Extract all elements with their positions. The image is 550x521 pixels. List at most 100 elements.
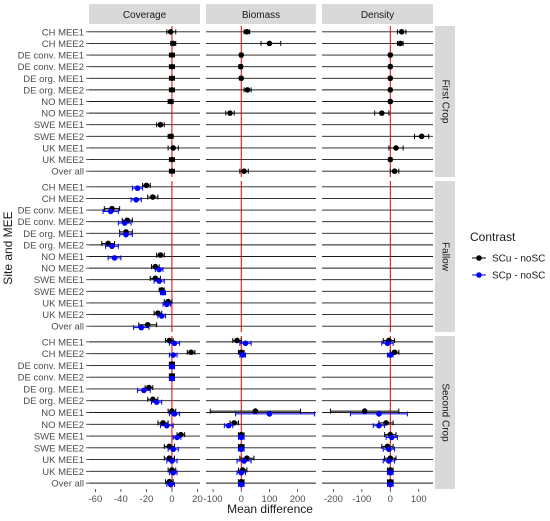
data-point — [387, 469, 394, 476]
data-point — [387, 352, 394, 358]
data-point — [376, 422, 382, 429]
x-tick-label: -200 — [324, 494, 343, 505]
x-tick-label: -100 — [204, 494, 223, 505]
data-point — [361, 408, 368, 414]
legend: Contrast SCu - noSC SCp - noSC — [470, 230, 545, 282]
data-point — [167, 481, 174, 488]
data-point — [387, 52, 394, 58]
data-point — [386, 446, 392, 453]
y-tick-label: Over all — [51, 322, 84, 333]
x-tick-label: 0 — [388, 494, 393, 505]
data-point — [164, 301, 170, 308]
legend-title: Contrast — [470, 230, 516, 244]
data-point — [156, 266, 162, 273]
legend-key-point — [476, 272, 482, 278]
data-point — [149, 194, 156, 200]
data-point — [387, 87, 394, 93]
y-tick-label: CH MEE2 — [42, 349, 84, 360]
data-point — [237, 63, 244, 70]
y-tick-label: NO MEE2 — [41, 264, 84, 275]
x-tick-label: -60 — [89, 494, 103, 505]
data-point — [169, 63, 175, 70]
data-point — [143, 182, 150, 189]
data-point — [241, 168, 247, 174]
y-tick-label: DE conv. MEE2 — [18, 373, 84, 384]
data-point — [171, 340, 178, 347]
strip-biomass — [206, 4, 316, 24]
data-point — [152, 263, 159, 270]
data-point — [153, 399, 160, 405]
data-point — [138, 324, 145, 331]
y-tick-label: CH MEE1 — [42, 337, 84, 348]
data-point — [158, 313, 165, 319]
x-tick-label: 0 — [169, 494, 174, 505]
y-tick-label: CH MEE2 — [42, 39, 84, 50]
data-point — [391, 168, 398, 174]
data-point — [244, 29, 250, 35]
data-point — [169, 458, 175, 464]
y-tick-label: Over all — [51, 479, 84, 490]
y-tick-label: SWE MEE1 — [34, 275, 84, 286]
x-tick-label: 0 — [239, 494, 244, 505]
y-tick-label: DE org. MEE2 — [23, 240, 84, 251]
strip-density — [322, 4, 433, 24]
y-tick-label: CH MEE1 — [42, 182, 84, 193]
y-tick-label: DE conv. MEE2 — [18, 217, 84, 228]
data-point — [169, 52, 175, 58]
strip-label-fallow: Fallow — [440, 242, 451, 272]
data-point — [160, 289, 166, 296]
data-point — [169, 168, 175, 174]
strip-label-coverage: Coverage — [123, 10, 167, 21]
data-point — [171, 411, 178, 417]
data-point — [146, 384, 152, 391]
y-tick-label: DE org. MEE2 — [23, 396, 84, 407]
legend-label: SCu - noSC — [492, 254, 545, 265]
legend-label: SCp - noSC — [492, 271, 545, 282]
data-point — [169, 87, 175, 93]
data-point — [384, 340, 391, 347]
data-point — [107, 208, 114, 215]
data-point — [238, 446, 245, 453]
data-point — [383, 420, 389, 426]
y-tick-label: DE org. MEE1 — [23, 229, 84, 240]
data-point — [244, 87, 251, 93]
x-tick-label: 20 — [192, 494, 203, 505]
data-point — [167, 29, 174, 35]
y-tick-label: CH MEE1 — [42, 27, 84, 38]
legend-key-point — [476, 255, 482, 261]
legend-item: SCp - noSC — [472, 271, 545, 282]
data-point — [227, 110, 233, 116]
data-point — [167, 98, 174, 105]
y-tick-label: DE org. MEE1 — [23, 74, 84, 85]
data-point — [387, 63, 394, 70]
data-point — [178, 431, 184, 438]
data-point — [170, 145, 177, 151]
data-point — [170, 352, 177, 358]
y-tick-label: SWE MEE2 — [34, 287, 84, 298]
data-point — [155, 310, 161, 316]
data-point — [266, 411, 273, 417]
data-point — [376, 411, 382, 417]
x-tick-label: 100 — [411, 494, 427, 505]
data-point — [378, 110, 385, 116]
data-point — [387, 481, 394, 488]
strip-coverage — [89, 4, 200, 24]
data-point — [164, 422, 170, 429]
data-point — [418, 133, 425, 140]
y-tick-label: NO MEE1 — [41, 408, 84, 419]
data-point — [170, 40, 177, 47]
data-point — [174, 434, 180, 441]
data-point — [157, 121, 164, 128]
data-point — [393, 145, 399, 151]
data-point — [386, 458, 392, 464]
data-point — [133, 197, 140, 203]
data-point — [238, 75, 245, 82]
y-tick-label: DE conv. MEE1 — [18, 361, 84, 372]
data-point — [225, 422, 232, 429]
data-point — [121, 220, 128, 226]
data-point — [169, 75, 175, 82]
data-point — [241, 458, 247, 464]
data-point — [188, 349, 194, 356]
y-tick-label: NO MEE2 — [41, 420, 84, 431]
